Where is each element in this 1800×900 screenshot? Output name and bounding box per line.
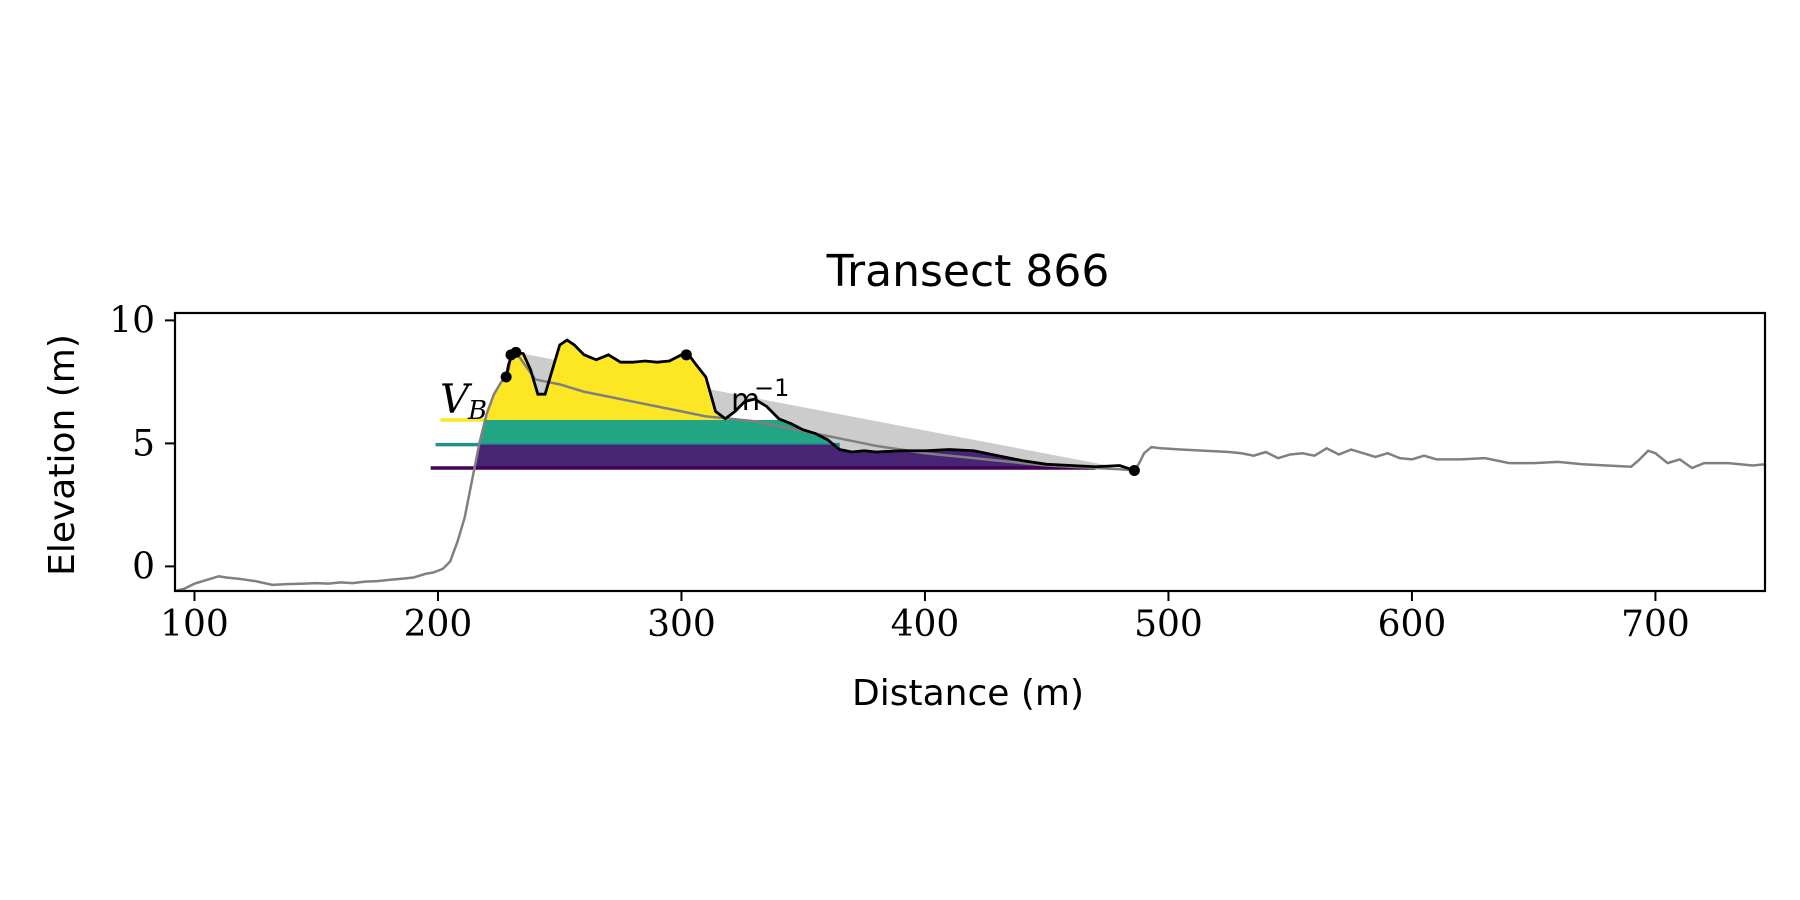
x-tick-label: 100 <box>160 604 229 645</box>
marker-point <box>1128 464 1140 476</box>
x-tick-label: 600 <box>1378 604 1447 645</box>
profile-line <box>175 350 1765 591</box>
annotation-unit: m <box>731 383 760 418</box>
annotation-vb: V <box>440 377 473 423</box>
marker-point <box>680 349 692 361</box>
annotation-vb-sub: B <box>467 396 487 426</box>
annotation-unit-sup: −1 <box>754 374 789 402</box>
y-tick-label: 0 <box>132 546 155 587</box>
plot-frame <box>173 311 1767 593</box>
x-tick-label: 300 <box>647 604 716 645</box>
x-tick-label: 500 <box>1134 604 1203 645</box>
x-tick-label: 200 <box>404 604 473 645</box>
x-tick-label: 400 <box>891 604 960 645</box>
band-fill-high <box>485 340 728 421</box>
plot-content <box>175 338 1765 591</box>
y-axis-label: Elevation (m) <box>42 334 83 576</box>
chart-title: Transect 866 <box>826 246 1110 297</box>
dune-line <box>504 338 1135 472</box>
y-tick-label: 10 <box>109 300 155 341</box>
marker-point <box>500 371 512 383</box>
y-tick-label: 5 <box>132 423 155 464</box>
marker-point <box>510 346 522 358</box>
band-fill-mid <box>479 420 840 450</box>
x-tick-label: 700 <box>1621 604 1690 645</box>
x-axis-label: Distance (m) <box>852 673 1084 714</box>
